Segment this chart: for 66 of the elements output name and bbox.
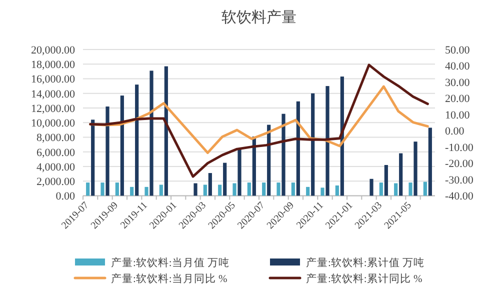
y2-tick-label: 50.00 <box>445 44 470 56</box>
bar <box>370 178 374 196</box>
y-tick-label: 18,000.00 <box>31 59 76 72</box>
y-tick-label: 20,000.00 <box>31 44 76 56</box>
bar <box>247 182 251 196</box>
bar <box>106 106 110 196</box>
line-series <box>89 64 429 178</box>
bar <box>399 153 403 196</box>
y-tick-label: 14,000.00 <box>31 88 76 100</box>
y-tick-label: 12,000.00 <box>31 102 76 115</box>
bar <box>164 66 168 196</box>
bar <box>223 162 227 196</box>
bar <box>203 184 207 196</box>
bar <box>311 93 315 196</box>
bar <box>232 183 236 196</box>
y-tick-label: 10,000.00 <box>31 118 76 130</box>
bar <box>194 183 198 196</box>
bar <box>208 173 212 196</box>
bar <box>144 186 148 196</box>
bar <box>130 186 134 196</box>
y-tick-label: 0.00 <box>56 190 76 203</box>
bar <box>423 182 427 196</box>
bar <box>218 184 222 196</box>
y-tick-label: 8,000.00 <box>36 132 76 144</box>
bar <box>150 70 154 196</box>
legend-label: 产量:软饮料:当月值 万吨 <box>111 256 230 269</box>
bar <box>394 183 398 196</box>
bar <box>282 114 286 196</box>
y2-tick-label: -20.00 <box>445 158 474 170</box>
legend-label: 产量:软饮料:累计同比 % <box>306 272 422 285</box>
y2-tick-label: -10.00 <box>445 142 474 154</box>
chart-title: 软饮料产量 <box>222 9 296 26</box>
bar <box>115 182 119 196</box>
y2-tick-label: 10.00 <box>445 109 470 122</box>
bar <box>120 96 124 196</box>
y2-tick-label: 40.00 <box>445 60 470 73</box>
bar <box>379 182 383 196</box>
bar <box>326 86 330 196</box>
bar <box>238 148 242 196</box>
y-tick-label: 2,000.00 <box>36 176 76 188</box>
bar <box>296 101 300 196</box>
bar <box>135 84 139 196</box>
bar <box>262 182 266 196</box>
legend-label: 产量:软饮料:当月同比 % <box>111 272 228 285</box>
bar <box>408 182 412 196</box>
y2-tick-label: -40.00 <box>445 190 474 203</box>
y2-tick-label: 30.00 <box>445 76 470 89</box>
y-tick-label: 4,000.00 <box>36 161 76 174</box>
bar <box>335 185 339 196</box>
y-tick-label: 16,000.00 <box>31 74 76 86</box>
bar <box>414 142 418 196</box>
bar <box>159 184 163 196</box>
y2-tick-label: 20.00 <box>445 93 470 106</box>
bar <box>428 128 432 196</box>
legend-label: 产量:软饮料:累计值 万吨 <box>306 256 424 269</box>
y-tick-label: 6,000.00 <box>36 146 76 159</box>
bar <box>91 120 95 196</box>
bar <box>100 182 104 196</box>
bar <box>86 182 90 196</box>
bar <box>384 165 388 196</box>
bar <box>306 186 310 196</box>
y2-tick-label: -30.00 <box>445 174 474 186</box>
y2-tick-label: 0.00 <box>445 126 465 138</box>
bar <box>291 182 295 196</box>
bar <box>320 188 324 196</box>
bar <box>276 182 280 196</box>
